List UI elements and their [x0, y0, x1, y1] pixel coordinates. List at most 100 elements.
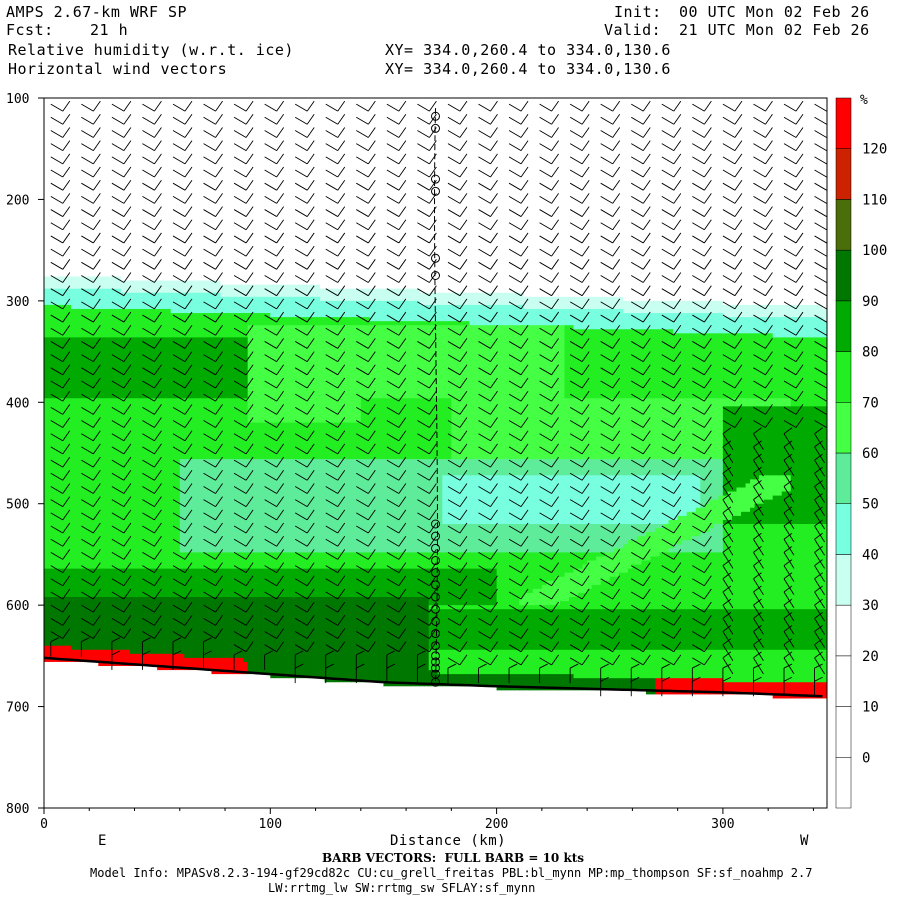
- wind-barb: [81, 628, 101, 639]
- rh-fill-cell: [202, 657, 208, 671]
- wind-barb: [142, 193, 162, 204]
- wind-barb: [722, 100, 743, 112]
- rh-fill-cell: [750, 524, 756, 610]
- wind-barb: [356, 443, 376, 455]
- rh-fill-cell: [691, 552, 697, 610]
- rh-fill-cell: [333, 568, 339, 598]
- rh-fill-cell: [754, 609, 760, 651]
- wind-barb: [203, 496, 223, 508]
- wind-barb: [356, 179, 376, 191]
- wind-barb: [722, 140, 743, 152]
- rh-fill-cell: [455, 686, 461, 808]
- rh-fill-cell: [645, 532, 652, 562]
- rh-fill-cell: [713, 300, 719, 314]
- rh-fill-cell: [704, 398, 710, 460]
- rh-fill-cell: [546, 524, 552, 553]
- rh-fill-cell: [555, 524, 561, 553]
- rh-fill-cell: [772, 317, 778, 338]
- wind-barb: [172, 232, 193, 244]
- rh-fill-cell: [329, 98, 335, 290]
- wind-barb-low: [294, 663, 304, 684]
- wind-barb: [692, 601, 712, 613]
- rh-fill-cell: [188, 292, 194, 314]
- rh-fill-cell: [682, 98, 688, 302]
- wind-barb: [508, 232, 529, 244]
- profile-marker: [431, 568, 440, 578]
- wind-barb: [81, 615, 101, 626]
- rh-fill-cell: [387, 398, 394, 460]
- rh-fill-cell: [718, 552, 724, 610]
- rh-fill-cell: [655, 678, 661, 695]
- rh-fill-cell: [709, 459, 715, 501]
- rh-fill-cell: [559, 601, 566, 610]
- wind-barb: [631, 364, 651, 376]
- rh-fill-cell: [455, 98, 461, 294]
- wind-barb: [661, 456, 682, 468]
- wind-barb: [569, 601, 590, 613]
- wind-barb: [81, 549, 101, 560]
- rh-fill-cell: [460, 649, 466, 675]
- rh-fill-cell: [247, 422, 253, 460]
- rh-fill-cell: [292, 597, 299, 679]
- rh-fill-cell: [659, 694, 665, 808]
- wind-barb: [81, 404, 101, 415]
- wind-barb: [111, 522, 132, 534]
- colorbar-label: 30: [862, 598, 879, 614]
- wind-barb: [814, 341, 827, 349]
- rh-fill-cell: [686, 609, 692, 651]
- rh-fill-cell: [261, 98, 267, 286]
- wind-barb-low: [355, 663, 365, 684]
- rh-fill-cell: [564, 296, 570, 310]
- rh-fill-cell: [541, 690, 547, 808]
- rh-fill-cell: [682, 300, 688, 314]
- wind-barb: [569, 377, 590, 389]
- rh-fill-cell: [555, 98, 561, 298]
- rh-fill-cell: [659, 649, 665, 679]
- rh-fill-cell: [645, 560, 652, 610]
- rh-fill-cell: [301, 552, 308, 570]
- wind-barb: [294, 443, 315, 455]
- wind-barb: [539, 179, 559, 191]
- colorbar-label: 10: [862, 700, 879, 716]
- rh-fill-cell: [591, 678, 597, 691]
- rh-fill-cell: [116, 276, 122, 290]
- rh-fill-cell: [596, 398, 602, 460]
- rh-fill-cell: [442, 398, 448, 460]
- wind-barb-low: [386, 663, 396, 684]
- rh-fill-cell: [763, 499, 769, 525]
- wind-barb: [233, 496, 254, 508]
- wind-barb: [783, 324, 804, 336]
- wind-barb: [294, 575, 315, 587]
- rh-fill-cell: [157, 280, 163, 294]
- rh-fill-cell: [596, 690, 602, 808]
- rh-fill-cell: [48, 398, 54, 570]
- rh-fill-cell: [804, 524, 810, 610]
- rh-fill-cell: [229, 98, 235, 286]
- wind-barb: [50, 443, 71, 455]
- rh-fill-cell: [731, 524, 738, 610]
- rh-fill-cell: [578, 609, 584, 651]
- wind-barb: [264, 179, 285, 191]
- wind-barb: [569, 575, 590, 587]
- rh-fill-cell: [356, 98, 362, 290]
- rh-fill-cell: [157, 653, 163, 671]
- rh-fill-cell: [668, 694, 674, 808]
- wind-barb: [203, 430, 223, 442]
- wind-barb: [111, 417, 132, 428]
- wind-barb: [50, 628, 71, 639]
- wind-barb: [631, 338, 651, 349]
- rh-fill-cell: [139, 398, 145, 570]
- wind-barb: [508, 575, 529, 587]
- wind-barb: [508, 206, 529, 217]
- wind-barb: [264, 575, 285, 587]
- wind-barb: [753, 298, 773, 310]
- wind-barb: [233, 601, 254, 613]
- wind-barb: [569, 298, 590, 310]
- rh-fill-cell: [777, 524, 783, 610]
- wind-barb: [447, 443, 468, 455]
- rh-fill-cell: [270, 284, 276, 298]
- forecast-hour: 21 h: [90, 21, 129, 39]
- rh-fill-cell: [587, 308, 593, 330]
- rh-fill-cell: [492, 459, 498, 476]
- rh-fill-cell: [406, 321, 412, 326]
